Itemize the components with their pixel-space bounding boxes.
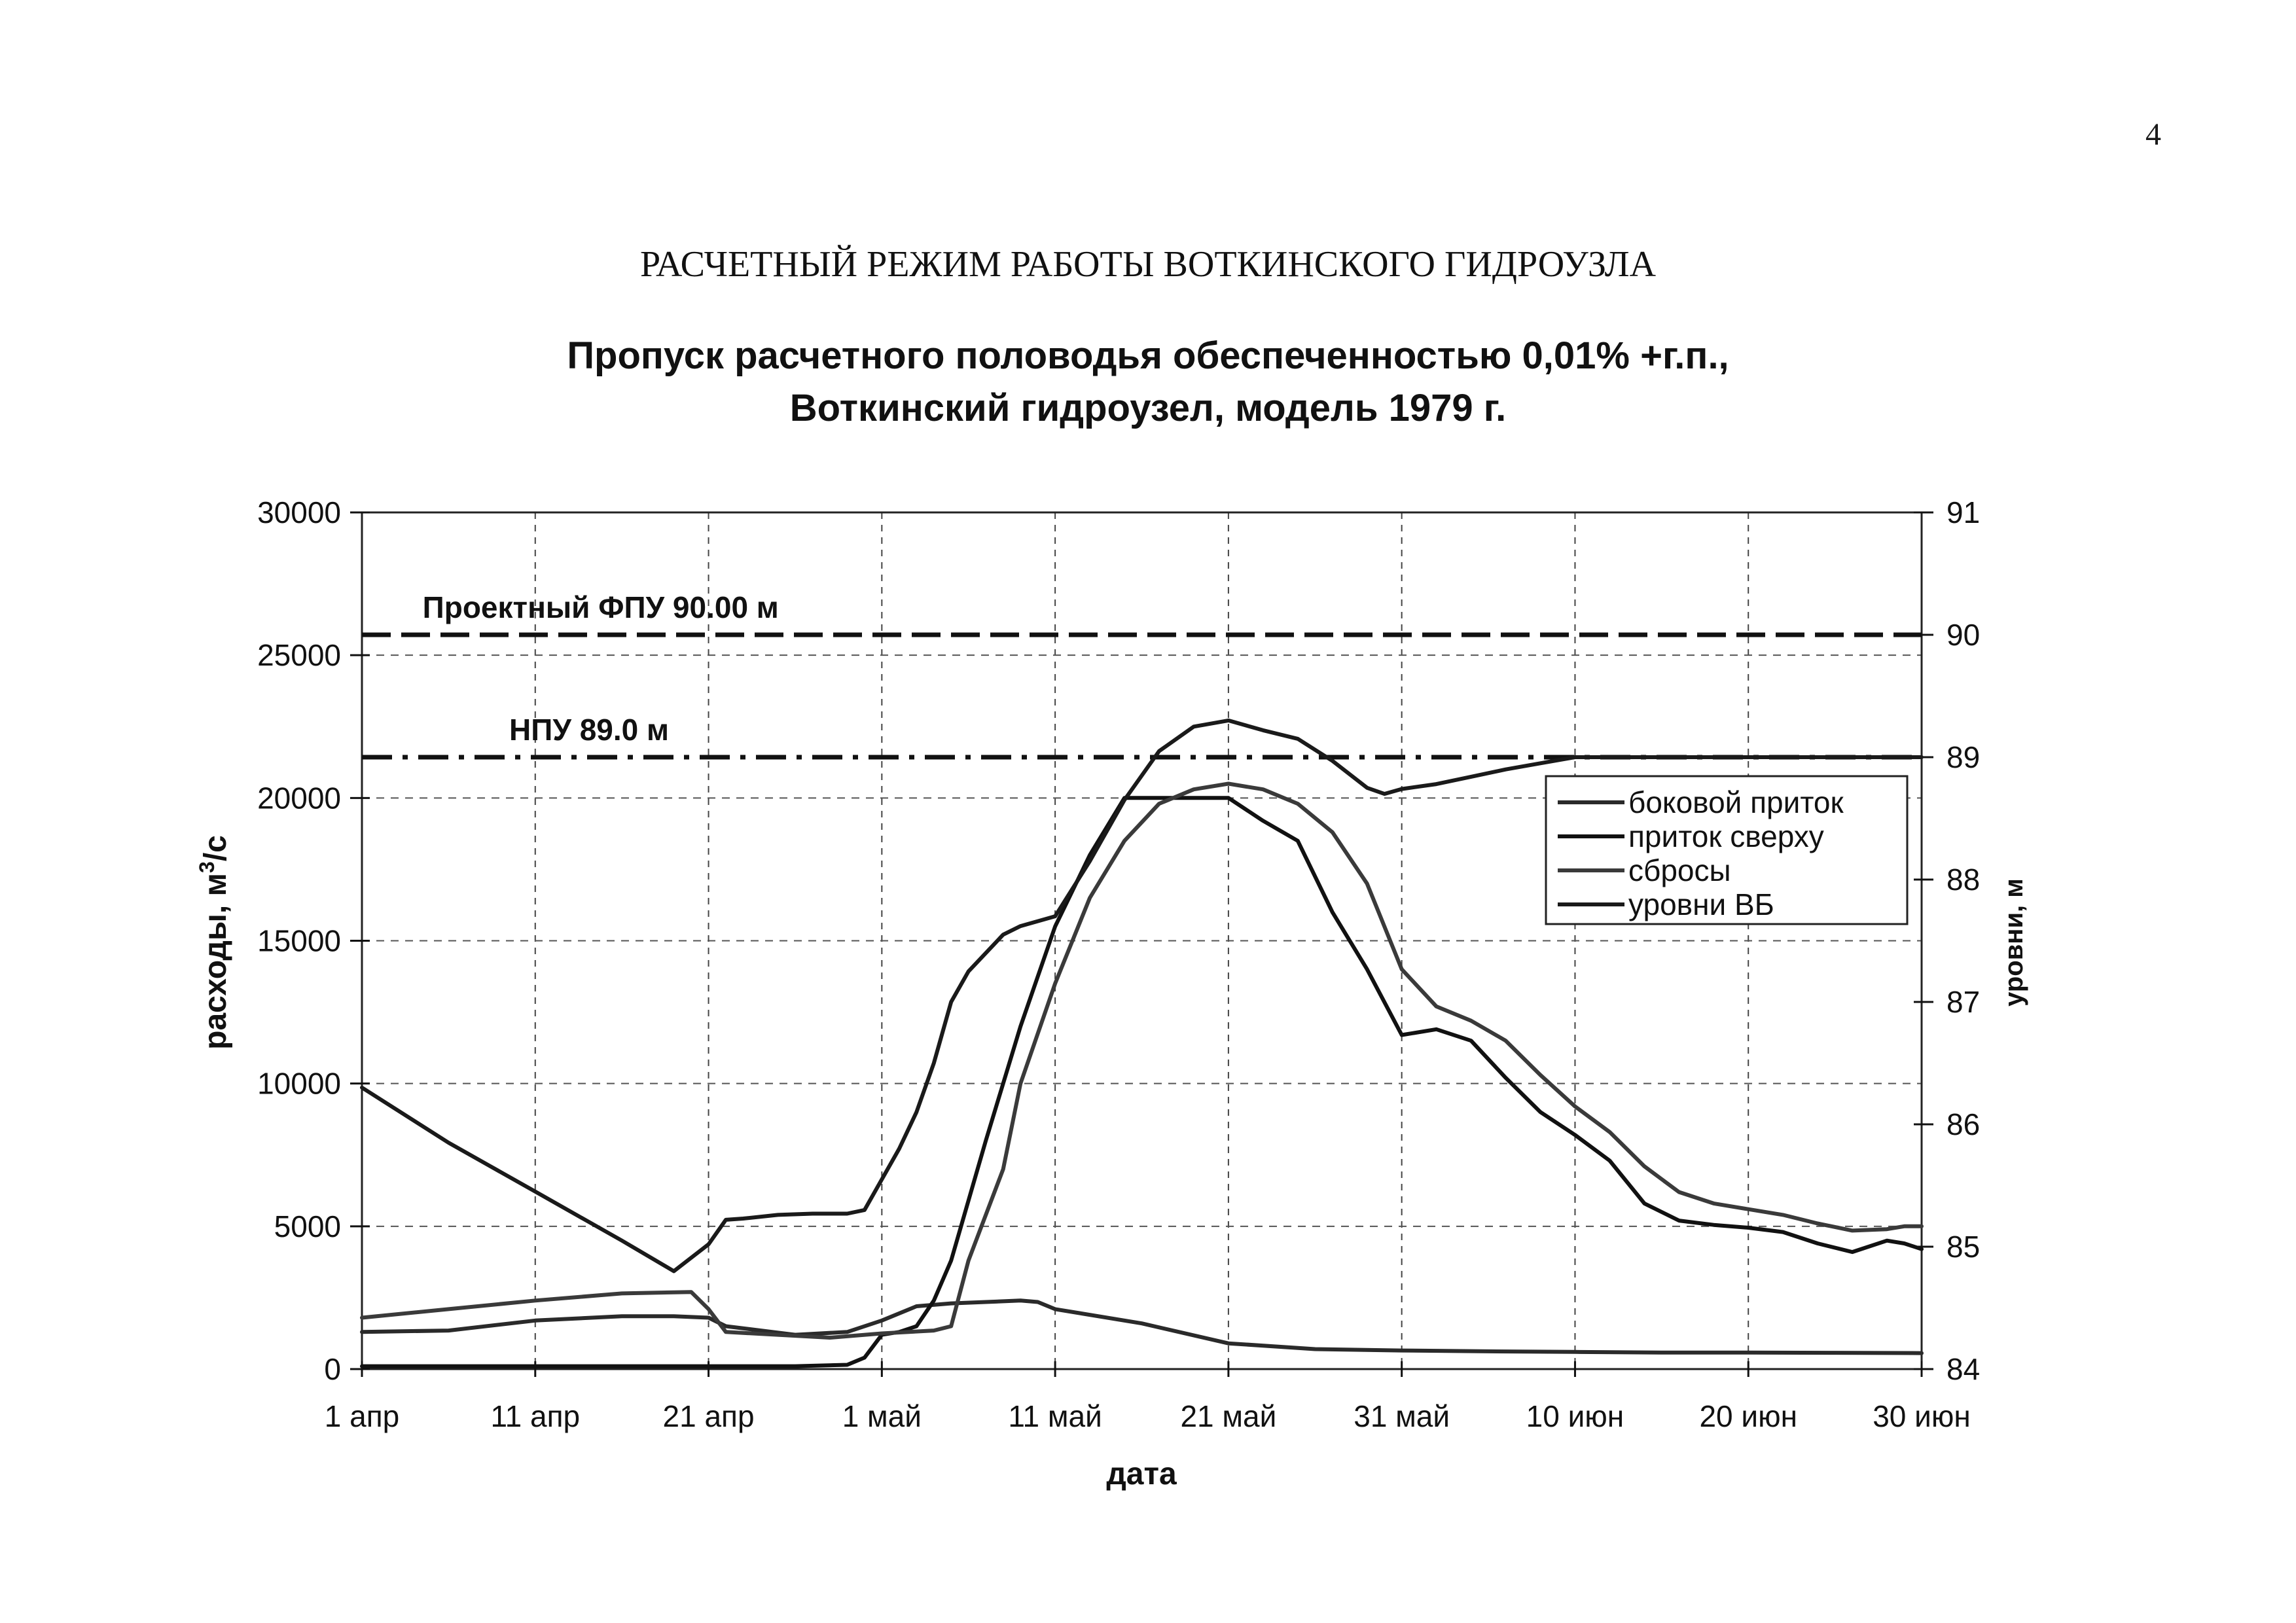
chart-title-line-2: Воткинский гидроузел, модель 1979 г. bbox=[789, 387, 1507, 429]
page-number: 4 bbox=[2145, 117, 2161, 152]
x-tick-label: 1 май bbox=[842, 1399, 922, 1433]
y-axis-title-suffix: /с bbox=[198, 835, 233, 861]
series-line bbox=[360, 718, 1924, 1274]
y2-tick-label: 90 bbox=[1946, 618, 1980, 652]
y2-tick-label: 88 bbox=[1946, 863, 1980, 897]
series bbox=[360, 718, 1924, 1368]
y2-tick-label: 85 bbox=[1946, 1230, 1980, 1264]
document-title: РАСЧЕТНЫЙ РЕЖИМ РАБОТЫ ВОТКИНСКОГО ГИДРО… bbox=[639, 244, 1657, 285]
x-tick-label: 21 май bbox=[1180, 1399, 1276, 1433]
y-tick-label: 25000 bbox=[257, 638, 341, 672]
x-tick-label: 31 май bbox=[1354, 1399, 1450, 1433]
x-tick-label: 11 май bbox=[1008, 1399, 1102, 1433]
grid bbox=[362, 512, 1922, 1369]
y-axis-title-main: расходы, м bbox=[198, 873, 233, 1050]
reference-line-label: Проектный ФПУ 90.00 м bbox=[423, 590, 779, 624]
y2-tick-label: 91 bbox=[1946, 495, 1980, 529]
y2-tick-label: 84 bbox=[1946, 1352, 1980, 1386]
axes: 1 апр 11 апр 21 апр 1 май 11 май 21 май 31 май… bbox=[257, 495, 1980, 1433]
y-tick-label: 0 bbox=[324, 1352, 341, 1386]
y2-tick-label: 87 bbox=[1946, 985, 1980, 1019]
y-tick-label: 10000 bbox=[257, 1067, 341, 1101]
y-tick-label: 30000 bbox=[257, 495, 341, 529]
x-tick-label: 11 апр bbox=[490, 1399, 580, 1433]
y2-tick-label: 86 bbox=[1946, 1107, 1980, 1141]
x-tick-label: 10 июн bbox=[1526, 1399, 1624, 1433]
x-tick-label: 30 июн bbox=[1873, 1399, 1971, 1433]
chart-title-line-1: Пропуск расчетного половодья обеспеченно… bbox=[567, 334, 1729, 377]
legend-label: боковой приток bbox=[1628, 785, 1844, 819]
y-axis-title: расходы, м3/с bbox=[195, 835, 233, 1050]
legend-label: уровни ВБ bbox=[1628, 887, 1774, 921]
series-line bbox=[360, 1298, 1924, 1355]
y2-axis-title: уровни, м bbox=[2000, 878, 2028, 1007]
reference-lines: Проектный ФПУ 90.00 м НПУ 89.0 м bbox=[362, 590, 1922, 760]
y2-tick-label: 89 bbox=[1946, 740, 1980, 774]
reference-line-label: НПУ 89.0 м bbox=[509, 713, 669, 747]
legend-label: приток сверху bbox=[1628, 819, 1824, 853]
axis-titles: дата расходы, м3/с уровни, м bbox=[195, 835, 2028, 1491]
y-axis-title-superscript: 3 bbox=[195, 861, 219, 873]
x-tick-label: 1 апр bbox=[325, 1399, 399, 1433]
y-tick-label: 15000 bbox=[257, 924, 341, 958]
y-tick-label: 5000 bbox=[274, 1209, 341, 1243]
series-line bbox=[360, 781, 1924, 1340]
x-axis-title: дата bbox=[1106, 1457, 1177, 1491]
y-tick-label: 20000 bbox=[257, 781, 341, 815]
x-tick-label: 20 июн bbox=[1699, 1399, 1797, 1433]
legend-label: сбросы bbox=[1628, 853, 1731, 887]
x-tick-label: 21 апр bbox=[663, 1399, 755, 1433]
